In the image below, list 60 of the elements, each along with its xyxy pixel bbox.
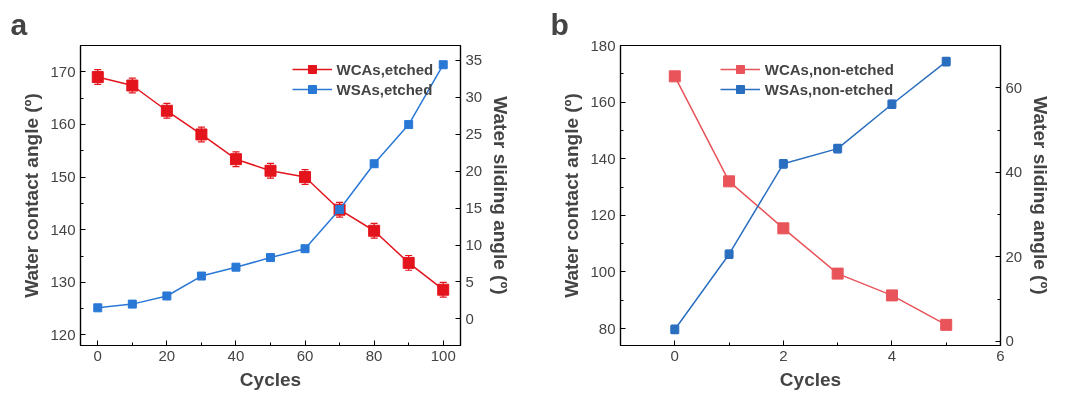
point — [438, 60, 448, 70]
point — [940, 318, 953, 331]
chart-title: b — [550, 7, 569, 41]
y-tick-label: 160 — [590, 93, 616, 111]
x-tick-label: 2 — [779, 346, 788, 364]
y2-tick-label: 15 — [465, 199, 483, 217]
point — [369, 159, 379, 169]
y2-tick-label: 10 — [465, 236, 483, 254]
point — [668, 70, 681, 83]
x-tick-label: 4 — [887, 346, 897, 364]
point — [231, 262, 241, 272]
point — [162, 291, 172, 301]
point — [127, 299, 137, 309]
y2-tick-label: 20 — [1005, 247, 1023, 265]
x-tick-label: 80 — [365, 346, 383, 364]
y-axis-title: Water contact angle (º) — [561, 93, 583, 298]
y2-tick-label: 35 — [465, 51, 483, 69]
y-tick-label: 140 — [50, 220, 76, 238]
y2-tick-label: 40 — [1005, 163, 1023, 181]
y-axis-title: Water contact angle (º) — [21, 93, 43, 298]
y2-tick-label: 0 — [1005, 332, 1014, 350]
x-tick-label: 40 — [227, 346, 245, 364]
y2-tick-label: 25 — [465, 125, 483, 143]
x-tick-label: 0 — [93, 346, 102, 364]
y-tick-label: 80 — [598, 319, 616, 337]
point — [404, 120, 414, 130]
y-tick-label: 120 — [590, 206, 616, 224]
legend-label: WSAs,non-etched — [764, 80, 894, 98]
y2-tick-label: 20 — [465, 162, 483, 180]
x-axis-title: Cycles — [779, 368, 842, 390]
y2-tick-label: 5 — [465, 272, 474, 290]
point — [777, 222, 790, 235]
x-axis-title: Cycles — [239, 368, 302, 390]
point — [196, 271, 206, 281]
x-tick-label: 20 — [158, 346, 176, 364]
x-tick-label: 0 — [670, 346, 679, 364]
y-tick-label: 120 — [50, 325, 76, 343]
legend-label: WCAs,non-etched — [764, 60, 894, 78]
y2-axis-title: Water sliding angle (º) — [490, 96, 512, 295]
x-tick-label: 100 — [430, 346, 456, 364]
y-tick-label: 140 — [590, 149, 616, 167]
point — [93, 303, 103, 313]
point — [300, 244, 310, 254]
point — [723, 175, 736, 188]
point — [831, 267, 844, 280]
point — [885, 289, 898, 302]
y-tick-label: 180 — [590, 36, 616, 54]
x-tick-label: 6 — [996, 346, 1005, 364]
y2-tick-label: 0 — [465, 309, 474, 327]
y2-axis-title: Water sliding angle (º) — [1030, 96, 1052, 295]
x-tick-label: 60 — [296, 346, 314, 364]
y2-tick-label: 30 — [465, 88, 483, 106]
y-tick-label: 100 — [590, 262, 616, 280]
y-tick-label: 130 — [50, 273, 76, 291]
y-tick-label: 160 — [50, 115, 76, 133]
y-tick-label: 170 — [50, 62, 76, 80]
chart-title: a — [10, 7, 28, 41]
legend-label: WCAs,etched — [336, 60, 434, 78]
y2-tick-label: 60 — [1005, 78, 1023, 96]
y-tick-label: 150 — [50, 168, 76, 186]
